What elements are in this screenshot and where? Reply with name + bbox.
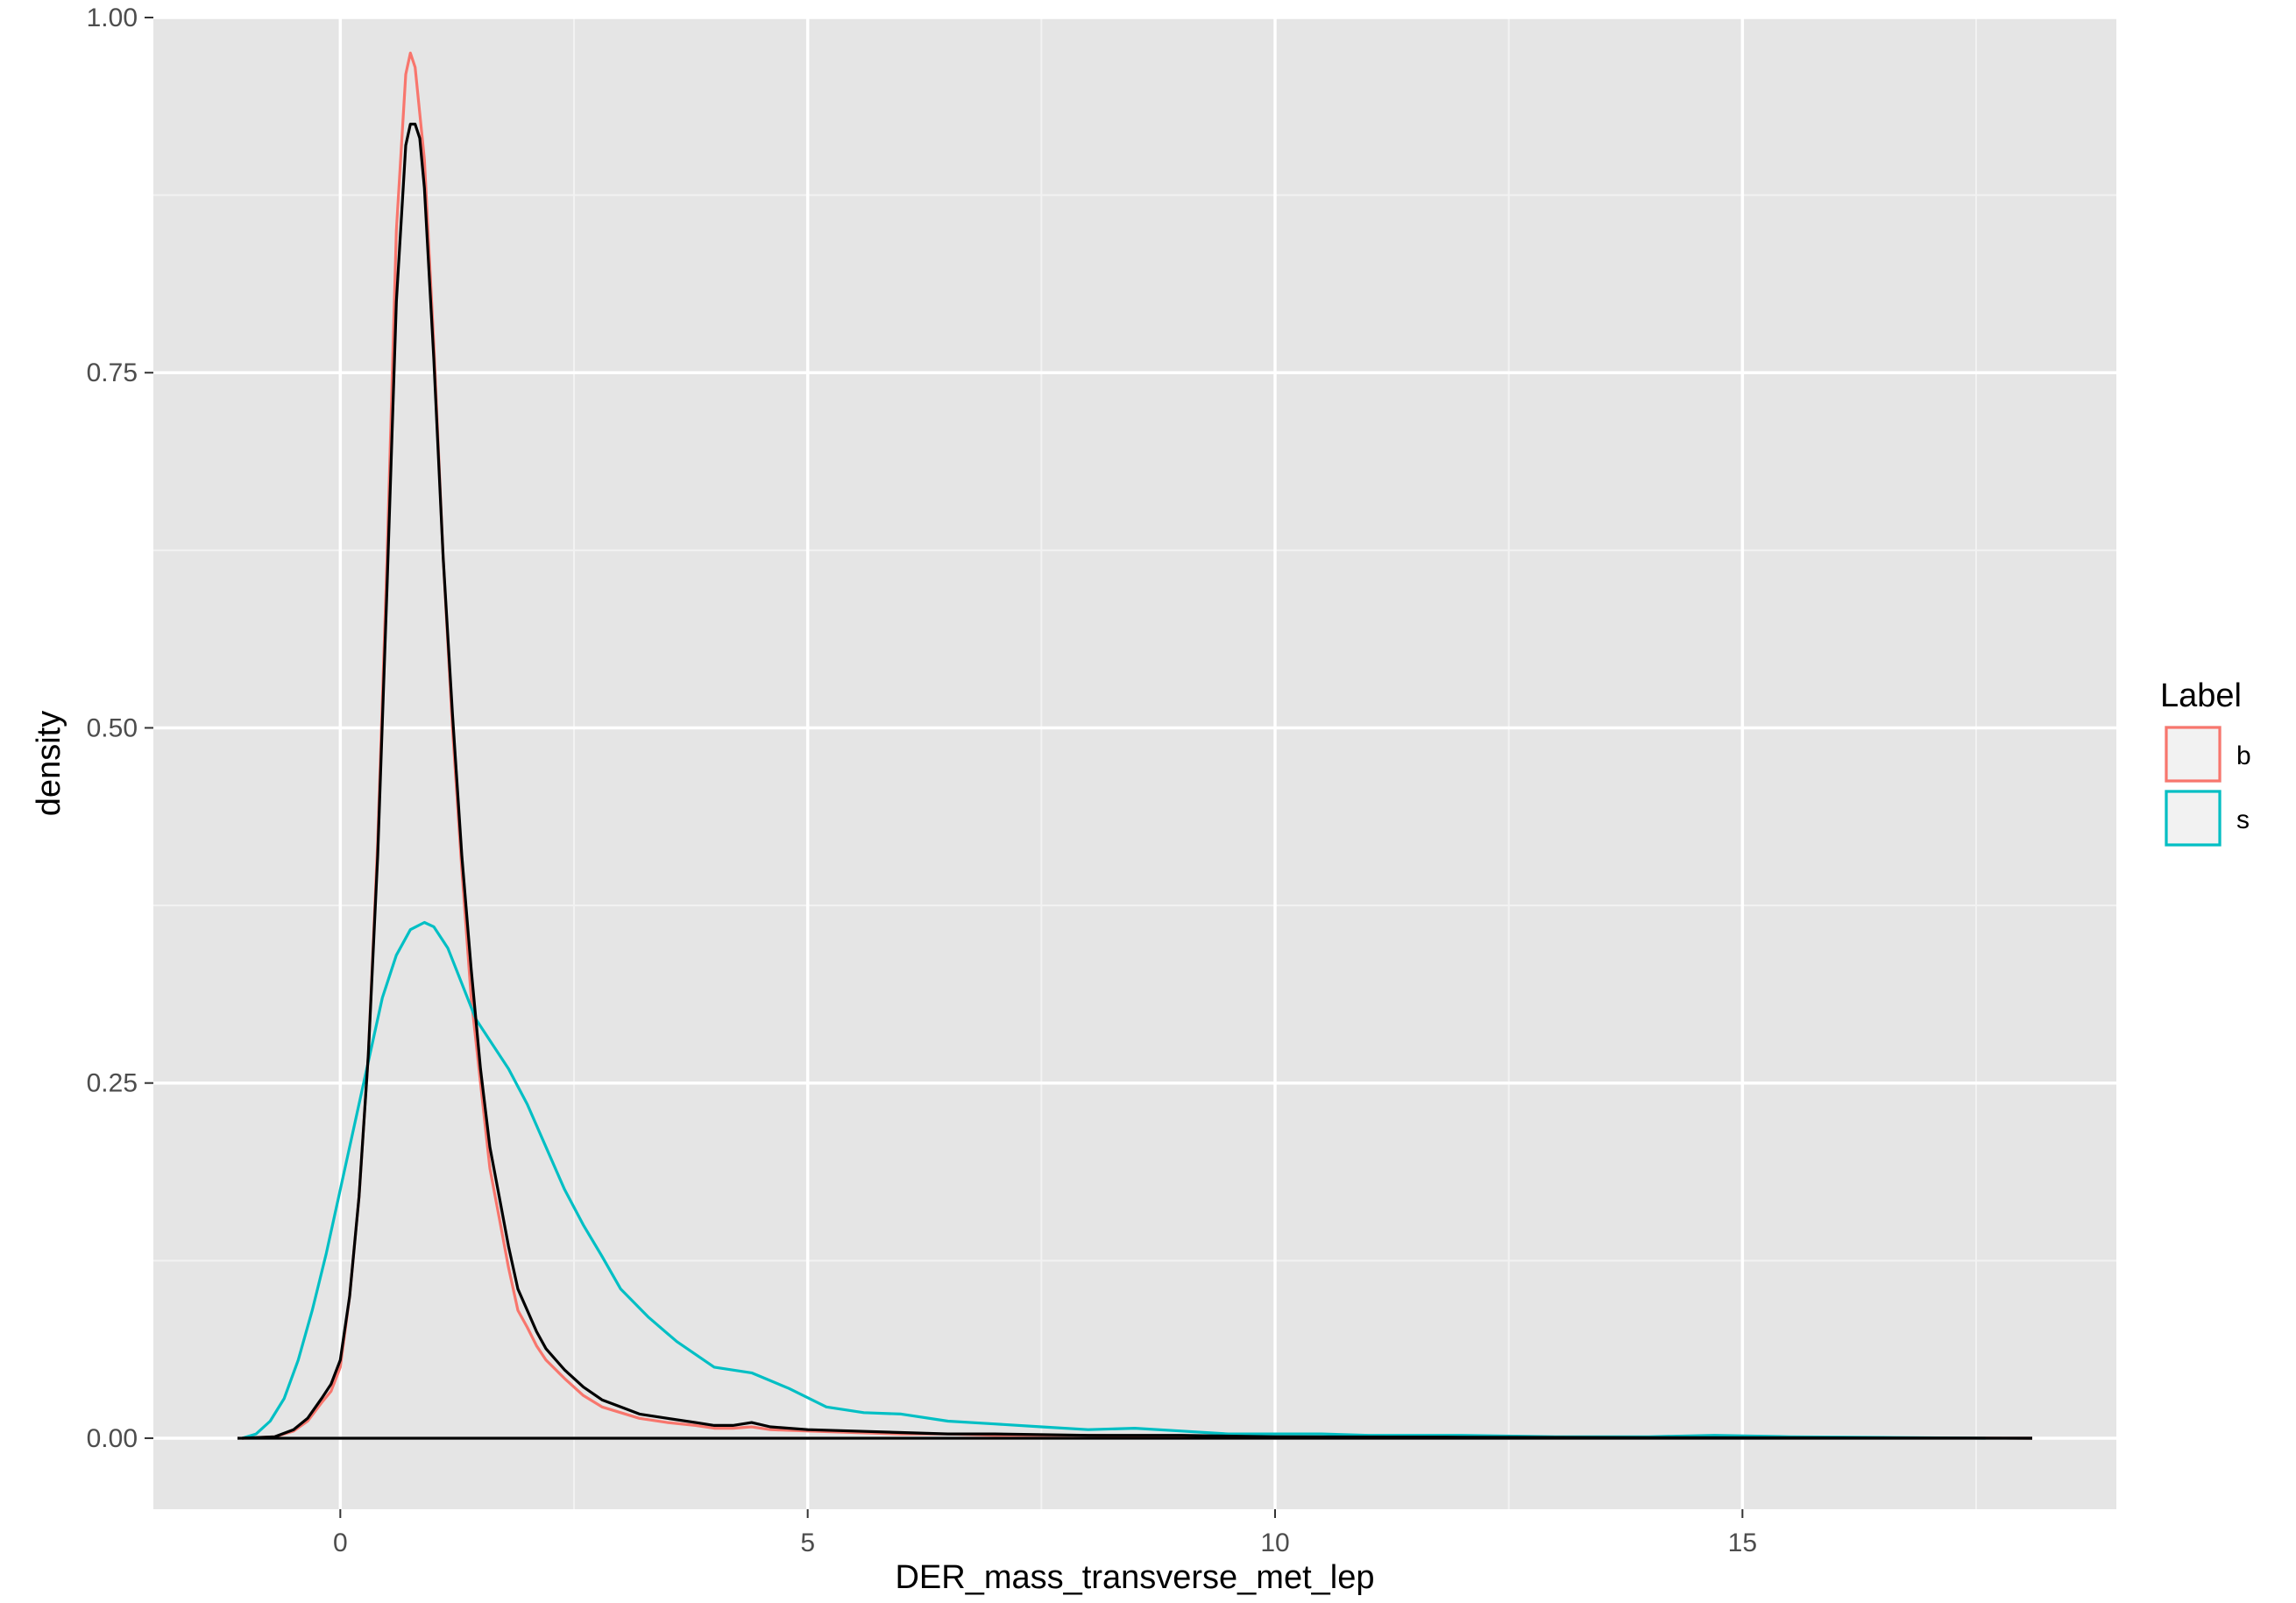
- y-tick-label: 1.00: [87, 4, 138, 32]
- x-tick-label: 10: [1260, 1529, 1289, 1557]
- legend-swatch-s: [2165, 790, 2222, 847]
- legend-key-b: [2165, 726, 2222, 783]
- series-s-line: [241, 920, 1986, 1440]
- y-tick-label: 0.75: [87, 358, 138, 387]
- y-axis-title: density: [31, 711, 67, 816]
- x-tick-label: 0: [333, 1529, 348, 1557]
- y-tick-label: 0.25: [87, 1069, 138, 1098]
- y-tick-label: 0.00: [87, 1424, 138, 1453]
- x-tick-label: 15: [1728, 1529, 1757, 1557]
- overall-density-line: [242, 123, 2033, 1440]
- legend-label-s: s: [2236, 805, 2250, 834]
- minor-gridlines: [153, 18, 2116, 1509]
- axis-tick-labels: 0 5 10 15 0.00 0.25 0.50 0.75 1.00: [87, 4, 1757, 1557]
- x-tick-label: 5: [800, 1529, 815, 1557]
- plot-panel: [153, 18, 2116, 1509]
- legend: Label bs: [2160, 677, 2251, 847]
- axis-ticks: [145, 17, 1744, 1518]
- legend-key-s: [2165, 790, 2222, 847]
- legend-label-b: b: [2236, 741, 2251, 770]
- legend-swatch-b: [2165, 726, 2222, 783]
- legend-entries: bs: [2165, 726, 2251, 847]
- legend-title: Label: [2160, 677, 2242, 714]
- y-tick-label: 0.50: [87, 713, 138, 742]
- series-layer: [237, 51, 2033, 1440]
- x-axis-title: DER_mass_transverse_met_lep: [895, 1559, 1374, 1596]
